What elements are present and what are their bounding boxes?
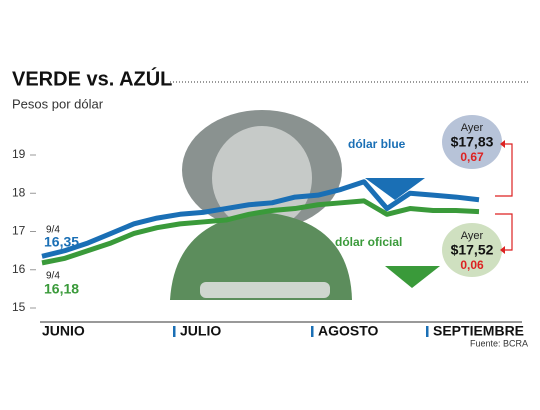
annotation: 9/4: [46, 271, 60, 282]
series-line: [41, 198, 480, 266]
annotation: 9/4: [46, 225, 60, 236]
x-tick-label: JULIO: [180, 323, 221, 339]
x-separator: [173, 326, 176, 337]
y-tick-label: 19: [12, 147, 26, 161]
annotation: 16,18: [44, 281, 79, 297]
series-line: [41, 179, 480, 259]
x-tick-label: AGOSTO: [318, 323, 379, 339]
annotation: $17,52: [451, 242, 494, 258]
blue-callout: [365, 115, 513, 200]
y-tick-label: 17: [12, 224, 26, 238]
y-tick-label: 18: [12, 185, 26, 199]
x-separator: [311, 326, 314, 337]
chart-subtitle: Pesos por dólar: [12, 96, 104, 111]
annotation: Ayer: [461, 122, 484, 134]
annotation: 0,67: [460, 150, 484, 164]
chart-title: VERDE vs. AZÚL: [12, 66, 172, 90]
x-separator: [426, 326, 429, 337]
annotation: $17,83: [451, 134, 494, 150]
legend-label: dólar blue: [348, 137, 406, 151]
x-tick-label: JUNIO: [42, 323, 85, 339]
annotation: Ayer: [461, 230, 484, 242]
y-tick-label: 15: [12, 300, 26, 314]
y-tick-label: 16: [12, 262, 26, 276]
legend-label: dólar oficial: [335, 235, 402, 249]
oficial-callout: [385, 213, 513, 288]
portrait: [170, 110, 352, 300]
source: Fuente: BCRA: [470, 338, 528, 348]
x-tick-label: SEPTIEMBRE: [433, 323, 524, 339]
annotation: 0,06: [460, 258, 484, 272]
annotation: 16,35: [44, 234, 79, 250]
